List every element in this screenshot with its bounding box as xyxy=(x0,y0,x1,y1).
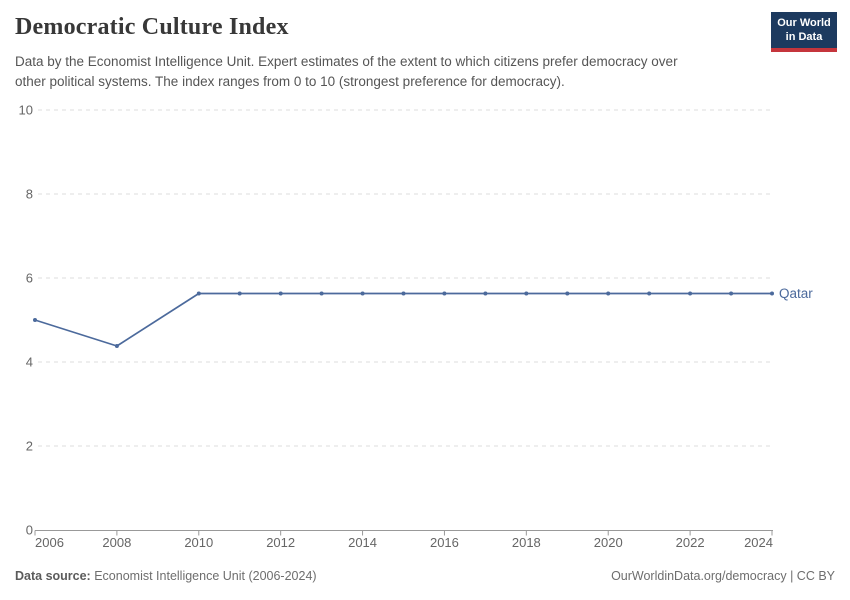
data-point[interactable] xyxy=(565,291,570,296)
data-source: Data source: Economist Intelligence Unit… xyxy=(15,569,317,583)
x-tick-label: 2022 xyxy=(676,535,705,550)
data-point[interactable] xyxy=(770,291,774,296)
y-tick-label: 10 xyxy=(19,103,33,118)
y-tick-label: 4 xyxy=(26,355,33,370)
x-tick-label: 2020 xyxy=(594,535,623,550)
data-point[interactable] xyxy=(278,291,283,296)
data-source-label: Data source: xyxy=(15,569,91,583)
data-point[interactable] xyxy=(524,291,529,296)
chart-subtitle-line1: Data by the Economist Intelligence Unit.… xyxy=(15,54,678,69)
chart-title: Democratic Culture Index xyxy=(15,14,289,40)
y-tick-label: 6 xyxy=(26,271,33,286)
data-point[interactable] xyxy=(401,291,406,296)
x-axis: 2006 2008 2010 2012 2014 2016 2018 2020 2022 2024 xyxy=(34,530,773,550)
series-qatar[interactable]: Qatar xyxy=(33,286,813,348)
series-end-label: Qatar xyxy=(779,286,813,301)
owid-logo: Our World in Data xyxy=(771,12,837,52)
owid-logo-text-line1: Our World xyxy=(777,17,831,29)
data-point[interactable] xyxy=(360,291,365,296)
data-point[interactable] xyxy=(606,291,611,296)
data-point[interactable] xyxy=(196,291,201,296)
data-point[interactable] xyxy=(237,291,242,296)
data-point[interactable] xyxy=(442,291,447,296)
chart-subtitle-line2: other political systems. The index range… xyxy=(15,73,565,89)
y-tick-label: 2 xyxy=(26,439,33,454)
footer-credit: OurWorldinData.org/democracy | CC BY xyxy=(611,569,835,583)
data-point[interactable] xyxy=(647,291,652,296)
data-point[interactable] xyxy=(688,291,693,296)
y-axis: 0 2 4 6 8 10 xyxy=(19,103,772,538)
x-tick-label: 2012 xyxy=(266,535,295,550)
x-tick-label: 2014 xyxy=(348,535,377,550)
x-tick-label: 2024 xyxy=(744,535,773,550)
data-point[interactable] xyxy=(729,291,734,296)
y-tick-label: 0 xyxy=(26,523,33,538)
data-source-value: Economist Intelligence Unit (2006-2024) xyxy=(94,569,317,583)
data-point[interactable] xyxy=(33,318,37,322)
owid-logo-text-line2: in Data xyxy=(785,30,823,43)
chart-footer: Data source: Economist Intelligence Unit… xyxy=(15,569,835,583)
y-tick-label: 8 xyxy=(26,187,33,202)
x-tick-label: 2006 xyxy=(35,535,64,550)
data-line[interactable] xyxy=(34,292,773,347)
data-point[interactable] xyxy=(483,291,488,296)
x-tick-label: 2016 xyxy=(430,535,459,550)
x-tick-label: 2018 xyxy=(512,535,541,550)
x-tick-label: 2008 xyxy=(102,535,131,550)
x-tick-label: 2010 xyxy=(184,535,213,550)
chart-subtitle: Data by the Economist Intelligence Unit.… xyxy=(15,52,765,91)
data-point[interactable] xyxy=(319,291,324,296)
data-point[interactable] xyxy=(114,344,119,348)
